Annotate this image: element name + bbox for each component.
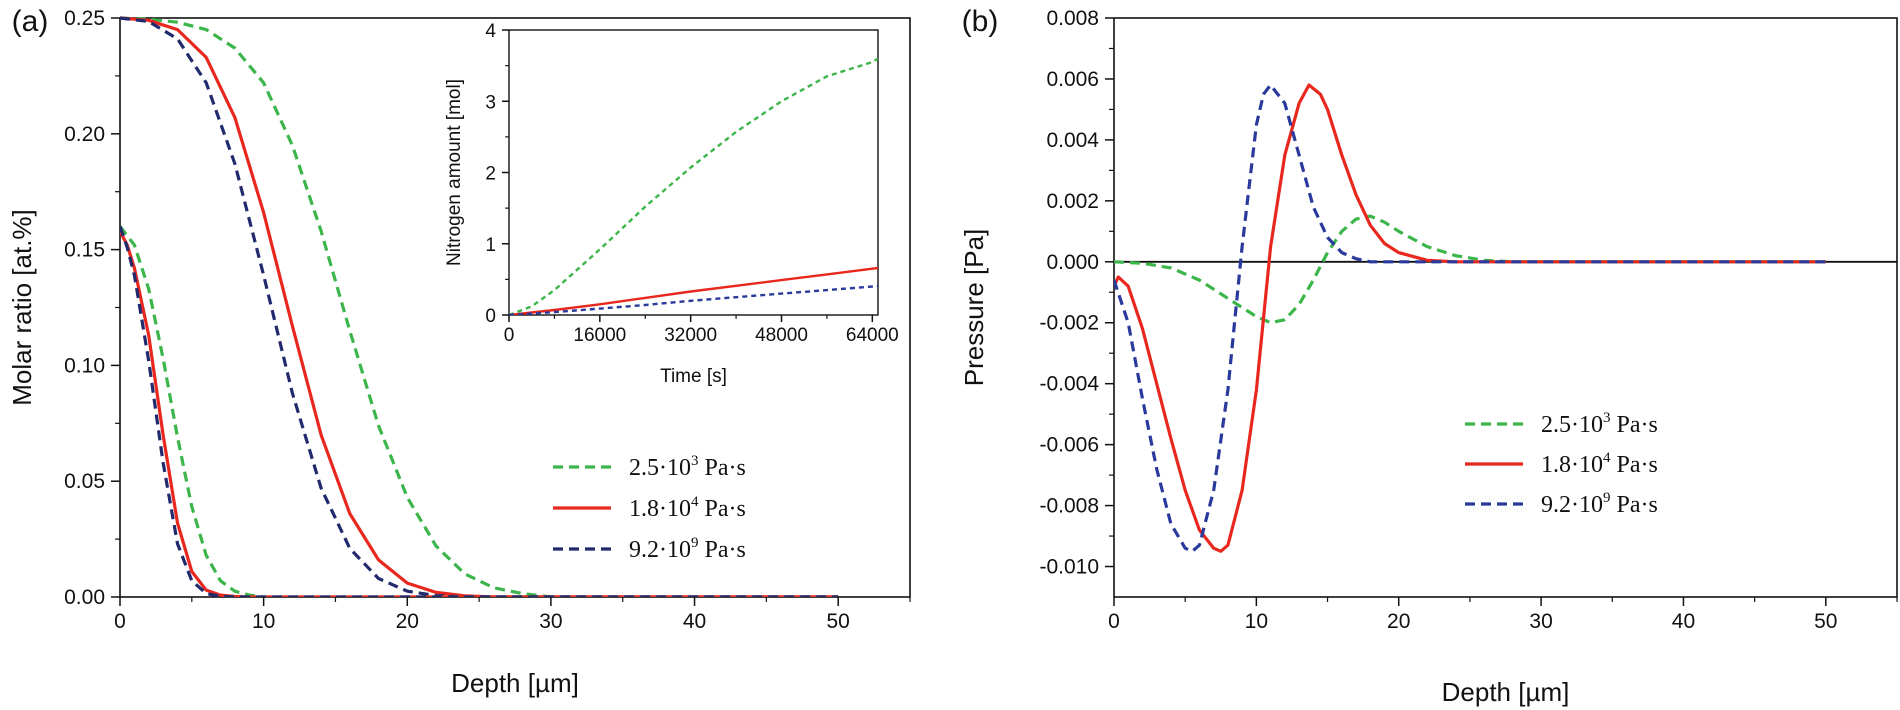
x-tick-label: 30 bbox=[1529, 610, 1552, 633]
y-tick-label: 0.008 bbox=[1046, 7, 1099, 30]
legend-entry-unit: Pa·s bbox=[699, 455, 746, 481]
inset-y-tick-label: 3 bbox=[485, 92, 496, 113]
legend-entry-unit: Pa·s bbox=[1611, 412, 1658, 438]
legend-entry-exponent: 4 bbox=[1603, 450, 1611, 466]
legend-entry-exponent: 4 bbox=[691, 494, 699, 510]
inset-x-tick-label: 16000 bbox=[573, 325, 626, 346]
x-tick-label: 50 bbox=[827, 610, 850, 633]
series-line-4 bbox=[120, 230, 839, 597]
y-tick-label: 0.20 bbox=[64, 123, 105, 146]
series-line-0 bbox=[509, 57, 878, 315]
inset-chart: 0 16000 32000 48000 64000 0 1 2 3 4 Time [s] Nitrog… bbox=[444, 21, 899, 387]
legend-entry-unit: Pa·s bbox=[1611, 492, 1658, 518]
legend-entry-base: 1.8·10 bbox=[1541, 452, 1603, 478]
inset-background bbox=[509, 30, 878, 315]
legend-entry-0: 2.5·103 Pa·s bbox=[1541, 410, 1658, 438]
y-tick-label: 0.000 bbox=[1046, 251, 1099, 274]
inset-x-tick-label: 64000 bbox=[846, 325, 899, 346]
legend-entry-exponent: 9 bbox=[691, 535, 699, 551]
legend-entry-0: 2.5·103 Pa·s bbox=[629, 453, 746, 481]
y-tick-label: 0.05 bbox=[64, 470, 105, 493]
series-line-2 bbox=[1114, 83, 1826, 553]
legend: 2.5·103 Pa·s1.8·104 Pa·s9.2·109 Pa·s bbox=[1465, 410, 1658, 518]
legend-entry-exponent: 9 bbox=[1603, 490, 1611, 506]
x-axis-label: Depth [µm] bbox=[1442, 677, 1570, 707]
series-line-0 bbox=[120, 16, 839, 597]
legend-entry-base: 2.5·10 bbox=[1541, 412, 1603, 438]
y-tick-label: 0.004 bbox=[1046, 129, 1099, 152]
x-tick-label: 10 bbox=[1245, 610, 1268, 633]
inset-x-tick-label: 48000 bbox=[755, 325, 808, 346]
x-tick-label: 40 bbox=[1672, 610, 1695, 633]
inset-y-tick-label: 2 bbox=[485, 164, 496, 185]
inset-x-axis-label: Time [s] bbox=[660, 366, 727, 387]
inset-y-tick-label: 1 bbox=[485, 235, 496, 256]
legend-entry-1: 1.8·104 Pa·s bbox=[629, 494, 746, 522]
y-tick-label: 0.00 bbox=[64, 586, 105, 609]
series-line-1 bbox=[509, 266, 878, 315]
series-line-1 bbox=[1114, 83, 1826, 553]
y-tick-label: -0.004 bbox=[1039, 373, 1099, 396]
panel-label-a: (a) bbox=[12, 5, 49, 38]
x-tick-label: 0 bbox=[1108, 610, 1120, 633]
legend-entry-base: 1.8·10 bbox=[629, 496, 691, 522]
panel-label-b: (b) bbox=[962, 5, 999, 38]
inset-y-tick-label: 4 bbox=[485, 21, 496, 42]
legend-entry-base: 9.2·10 bbox=[629, 537, 691, 563]
x-tick-label: 0 bbox=[114, 610, 126, 633]
series-line-0 bbox=[1114, 214, 1826, 325]
y-tick-label: -0.008 bbox=[1039, 495, 1099, 518]
legend-entry-unit: Pa·s bbox=[1611, 452, 1658, 478]
inset-x-tick-label: 32000 bbox=[664, 325, 717, 346]
y-tick-label: 0.15 bbox=[64, 239, 105, 262]
legend-entry-exponent: 3 bbox=[1603, 410, 1611, 426]
legend: 2.5·103 Pa·s1.8·104 Pa·s9.2·109 Pa·s bbox=[553, 453, 746, 563]
inset-y-tick-label: 0 bbox=[485, 306, 496, 327]
y-tick-label: 0.10 bbox=[64, 354, 105, 377]
x-tick-label: 40 bbox=[683, 610, 706, 633]
y-tick-label: 0.002 bbox=[1046, 190, 1099, 213]
plot-frame bbox=[1113, 17, 1898, 598]
legend-entry-1: 1.8·104 Pa·s bbox=[1541, 450, 1658, 478]
series-line-1 bbox=[120, 16, 839, 597]
y-tick-label: -0.006 bbox=[1039, 434, 1099, 457]
x-tick-label: 20 bbox=[1387, 610, 1410, 633]
legend-entry-2: 9.2·109 Pa·s bbox=[629, 535, 746, 563]
inset-x-tick-label: 0 bbox=[504, 325, 515, 346]
series-line-5 bbox=[120, 225, 839, 597]
y-tick-label: 0.006 bbox=[1046, 68, 1099, 91]
legend-entry-base: 2.5·10 bbox=[629, 455, 691, 481]
inset-y-axis-label: Nitrogen amount [mol] bbox=[444, 79, 465, 266]
x-tick-label: 20 bbox=[396, 610, 419, 633]
legend-entry-unit: Pa·s bbox=[699, 496, 746, 522]
x-tick-label: 30 bbox=[539, 610, 562, 633]
panel-b: 0 10 20 30 40 50 -0.010 -0.008 -0.006 -0.004 -0.00… bbox=[959, 5, 1898, 707]
legend-entry-2: 9.2·109 Pa·s bbox=[1541, 490, 1658, 518]
series-line-2 bbox=[120, 16, 839, 597]
y-tick-label: -0.010 bbox=[1039, 556, 1099, 579]
x-tick-label: 10 bbox=[252, 610, 275, 633]
legend-entry-exponent: 3 bbox=[691, 453, 699, 469]
y-tick-label: 0.25 bbox=[64, 7, 105, 30]
x-axis-label: Depth [µm] bbox=[451, 668, 579, 698]
panel-a: 0 10 20 30 40 500.000.050.100.150.200.25Depth… bbox=[7, 5, 911, 698]
x-tick-label: 50 bbox=[1814, 610, 1837, 633]
y-axis-label: Pressure [Pa] bbox=[959, 229, 989, 387]
y-tick-label: -0.002 bbox=[1039, 312, 1099, 335]
y-axis-label: Molar ratio [at.%] bbox=[7, 209, 37, 406]
legend-entry-base: 9.2·10 bbox=[1541, 492, 1603, 518]
legend-entry-unit: Pa·s bbox=[699, 537, 746, 563]
